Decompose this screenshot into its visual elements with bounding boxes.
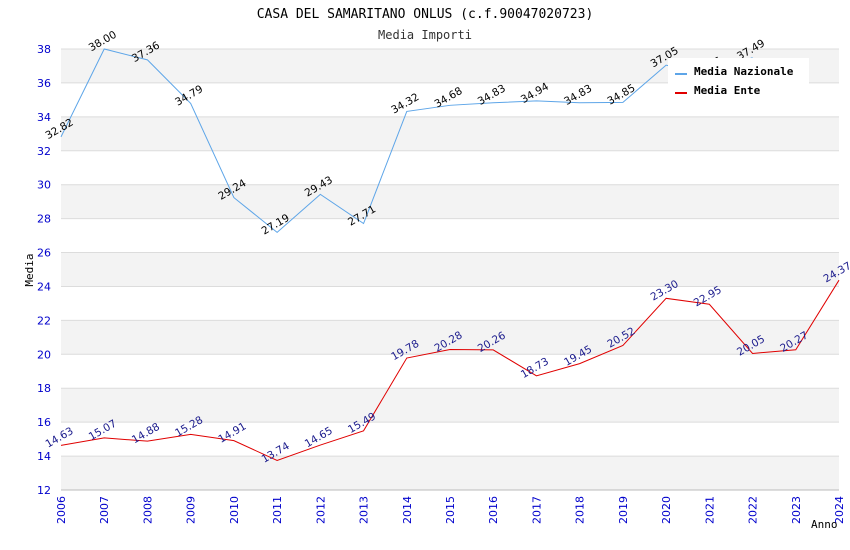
y-tick-label: 18 [37, 382, 51, 395]
grid-band [61, 184, 839, 219]
series-line [60, 48, 753, 234]
x-tick-label: 2007 [98, 496, 111, 524]
grid-band [61, 252, 839, 287]
x-tick-label: 2019 [617, 496, 630, 524]
legend-entry: Media Ente [694, 84, 761, 97]
legend-background [668, 58, 809, 101]
legend-entry: Media Nazionale [694, 65, 794, 78]
grid-band [61, 388, 839, 423]
grid-lines [61, 48, 839, 491]
y-axis-label: Media [23, 253, 36, 286]
y-axis-ticks: 12 14 16 18 20 22 24 26 28 30 32 34 36 38 [37, 43, 51, 497]
data-label: 34.83 [562, 82, 594, 107]
x-tick-label: 2011 [271, 496, 284, 524]
x-axis-label: Anno [811, 518, 838, 531]
chart-subtitle: Media Importi [378, 28, 472, 42]
x-tick-label: 2022 [747, 496, 760, 524]
legend: Media Nazionale Media Ente [668, 58, 809, 101]
y-tick-label: 38 [37, 43, 51, 56]
y-tick-label: 30 [37, 179, 51, 192]
x-tick-label: 2009 [185, 496, 198, 524]
y-tick-label: 22 [37, 314, 51, 327]
y-tick-label: 16 [37, 416, 51, 429]
data-label: 18.73 [519, 356, 551, 381]
x-tick-label: 2010 [228, 496, 241, 524]
y-tick-label: 32 [37, 145, 51, 158]
x-tick-label: 2023 [790, 496, 803, 524]
x-tick-label: 2013 [358, 496, 371, 524]
data-label: 14.65 [303, 425, 335, 450]
data-label: 34.85 [605, 82, 637, 107]
data-label: 34.68 [432, 85, 464, 110]
data-label: 14.88 [130, 421, 162, 446]
x-tick-label: 2014 [401, 496, 414, 524]
y-tick-label: 20 [37, 348, 51, 361]
x-tick-label: 2021 [703, 496, 716, 524]
x-tick-label: 2008 [141, 496, 154, 524]
grid-band [61, 116, 839, 151]
y-tick-label: 24 [37, 280, 51, 293]
series-lines [60, 48, 840, 462]
x-axis-ticks: 2006 2007 2008 2009 2010 2011 2012 2013 2014 2015… [55, 496, 846, 524]
chart-title: CASA DEL SAMARITANO ONLUS (c.f.900470207… [257, 7, 594, 22]
data-label: 34.94 [519, 80, 551, 106]
data-label: 34.32 [389, 91, 421, 116]
series-line [60, 279, 840, 462]
data-label: 34.79 [173, 83, 205, 108]
y-tick-label: 34 [37, 111, 51, 124]
y-tick-label: 26 [37, 247, 51, 260]
x-tick-label: 2017 [530, 496, 543, 524]
data-label: 34.83 [476, 82, 508, 107]
x-tick-label: 2015 [444, 496, 457, 524]
y-tick-label: 28 [37, 213, 51, 226]
x-tick-label: 2020 [660, 496, 673, 524]
grid-bands [61, 49, 839, 490]
x-tick-label: 2016 [487, 496, 500, 524]
grid-band [61, 320, 839, 355]
y-tick-label: 36 [37, 77, 51, 90]
data-label: 14.91 [216, 420, 248, 445]
x-tick-label: 2006 [55, 496, 68, 524]
x-tick-label: 2012 [314, 496, 327, 524]
x-tick-label: 2018 [574, 496, 587, 524]
data-label: 22.95 [692, 284, 724, 309]
y-tick-label: 12 [37, 484, 51, 497]
y-tick-label: 14 [37, 450, 51, 463]
x-tick-label: 2024 [833, 496, 846, 524]
grid-band [61, 456, 839, 490]
